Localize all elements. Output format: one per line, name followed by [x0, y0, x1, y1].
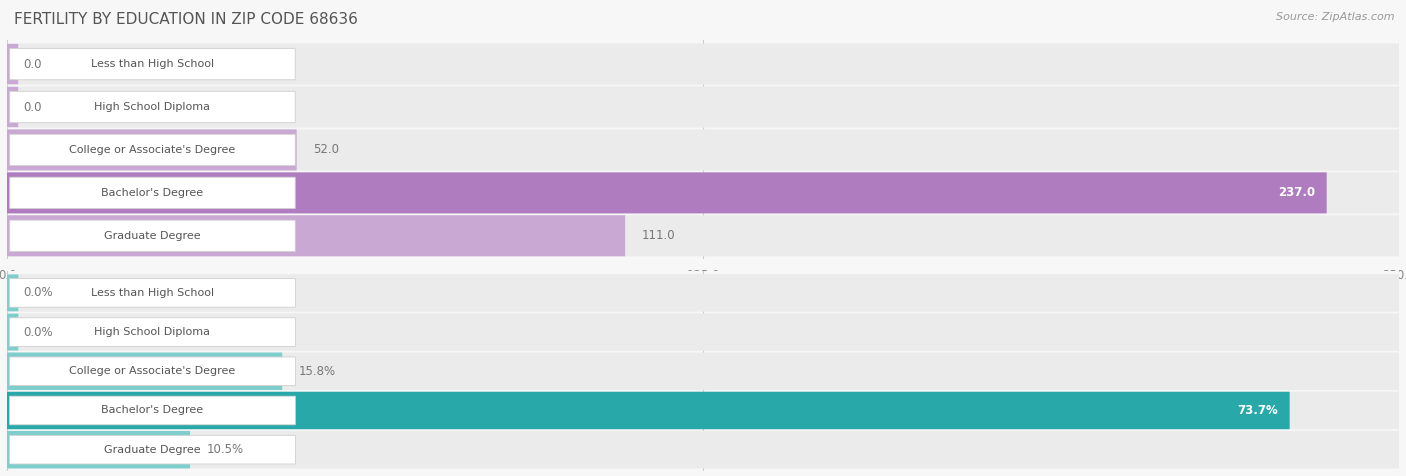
FancyBboxPatch shape [7, 172, 1399, 213]
Text: Less than High School: Less than High School [91, 288, 214, 298]
FancyBboxPatch shape [7, 392, 1289, 429]
FancyBboxPatch shape [10, 318, 295, 347]
FancyBboxPatch shape [7, 129, 297, 170]
FancyBboxPatch shape [10, 177, 295, 208]
FancyBboxPatch shape [10, 357, 295, 386]
Text: Graduate Degree: Graduate Degree [104, 231, 201, 241]
FancyBboxPatch shape [7, 43, 1399, 85]
FancyBboxPatch shape [10, 134, 295, 166]
FancyBboxPatch shape [10, 91, 295, 123]
Text: 0.0%: 0.0% [24, 287, 53, 299]
Text: 15.8%: 15.8% [298, 365, 336, 378]
FancyBboxPatch shape [7, 87, 18, 127]
Text: 0.0: 0.0 [24, 100, 42, 113]
Text: 111.0: 111.0 [641, 229, 675, 242]
FancyBboxPatch shape [7, 215, 626, 257]
FancyBboxPatch shape [10, 396, 295, 425]
Text: High School Diploma: High School Diploma [94, 102, 211, 112]
Text: 73.7%: 73.7% [1237, 404, 1278, 417]
FancyBboxPatch shape [7, 274, 1399, 312]
FancyBboxPatch shape [7, 392, 1399, 429]
FancyBboxPatch shape [7, 313, 1399, 351]
FancyBboxPatch shape [7, 314, 18, 350]
Text: 0.0: 0.0 [24, 58, 42, 70]
Text: 10.5%: 10.5% [207, 443, 243, 456]
Text: FERTILITY BY EDUCATION IN ZIP CODE 68636: FERTILITY BY EDUCATION IN ZIP CODE 68636 [14, 12, 359, 27]
Text: Less than High School: Less than High School [91, 59, 214, 69]
Text: College or Associate's Degree: College or Associate's Degree [69, 366, 236, 377]
FancyBboxPatch shape [7, 87, 1399, 128]
FancyBboxPatch shape [7, 129, 1399, 170]
FancyBboxPatch shape [7, 353, 1399, 390]
Text: Bachelor's Degree: Bachelor's Degree [101, 188, 204, 198]
FancyBboxPatch shape [10, 49, 295, 80]
FancyBboxPatch shape [7, 353, 283, 390]
FancyBboxPatch shape [7, 172, 1327, 213]
Text: College or Associate's Degree: College or Associate's Degree [69, 145, 236, 155]
Text: Bachelor's Degree: Bachelor's Degree [101, 406, 204, 416]
FancyBboxPatch shape [7, 215, 1399, 257]
FancyBboxPatch shape [7, 44, 18, 84]
Text: High School Diploma: High School Diploma [94, 327, 211, 337]
Text: Source: ZipAtlas.com: Source: ZipAtlas.com [1277, 12, 1395, 22]
FancyBboxPatch shape [7, 275, 18, 311]
FancyBboxPatch shape [10, 220, 295, 251]
FancyBboxPatch shape [7, 431, 1399, 468]
Text: 0.0%: 0.0% [24, 326, 53, 338]
Text: 52.0: 52.0 [314, 143, 339, 157]
Text: 237.0: 237.0 [1278, 187, 1316, 199]
FancyBboxPatch shape [10, 278, 295, 307]
Text: Graduate Degree: Graduate Degree [104, 445, 201, 455]
FancyBboxPatch shape [7, 431, 190, 468]
FancyBboxPatch shape [10, 436, 295, 464]
